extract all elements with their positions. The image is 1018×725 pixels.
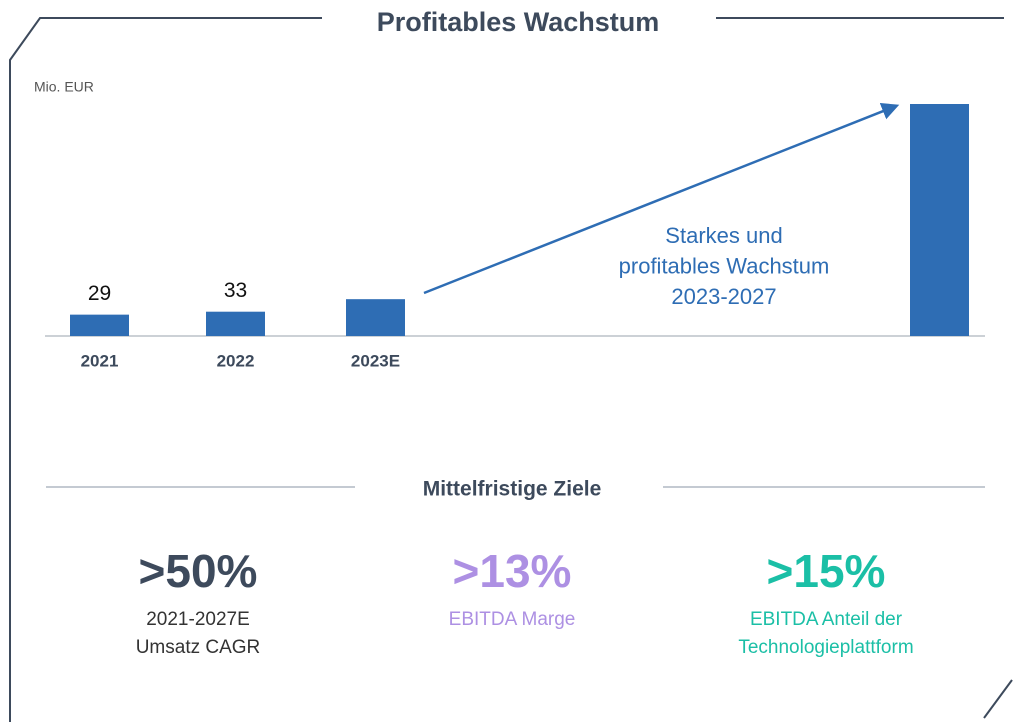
frame-left (9, 17, 322, 722)
kpi-label: EBITDA Anteil der (750, 609, 903, 630)
kpi-value: >15% (767, 545, 886, 597)
x-tick-label: 2022 (217, 351, 255, 370)
chart-title: Profitables Wachstum (377, 7, 660, 37)
bar (206, 311, 265, 336)
growth-arrow (423, 103, 900, 295)
section-title: Mittelfristige Ziele (423, 478, 602, 501)
x-tick-label: 2023E (351, 351, 400, 370)
annotation-line: profitables Wachstum (619, 253, 830, 278)
data-label: 29 (88, 282, 111, 305)
frame (9, 17, 1013, 722)
bar (910, 104, 969, 336)
kpi-label: EBITDA Marge (449, 609, 576, 630)
bar (346, 299, 405, 336)
annotation-line: Starkes und (665, 223, 782, 248)
kpis: >50% 2021-2027E Umsatz CAGR >13% EBITDA Marg… (136, 545, 914, 658)
kpi-value: >13% (453, 545, 572, 597)
bars: 2021 29 2022 33 2023E (70, 104, 969, 370)
kpi-label: 2021-2027E (146, 609, 250, 630)
annotation-line: 2023-2027 (671, 284, 776, 309)
kpi-label: Technologieplattform (738, 637, 913, 658)
bar (70, 314, 129, 336)
unit-label: Mio. EUR (34, 79, 94, 95)
kpi-value: >50% (139, 545, 258, 597)
frame-corner (983, 679, 1013, 719)
annotation: Starkes und profitables Wachstum 2023-2027 (619, 223, 830, 309)
x-tick-label: 2021 (81, 351, 119, 370)
kpi-label: Umsatz CAGR (136, 637, 261, 658)
data-label: 33 (224, 279, 247, 302)
